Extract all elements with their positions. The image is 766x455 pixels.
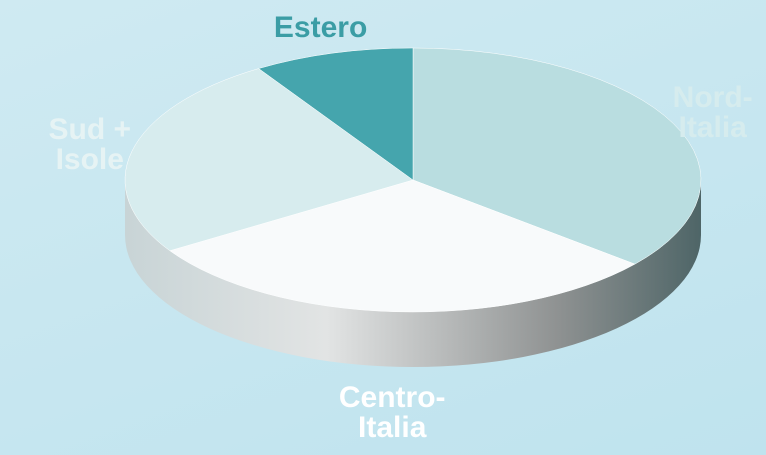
pie-slice: [258, 47, 414, 181]
pie-side: [125, 180, 701, 367]
slice-label: Sud + Isole: [48, 113, 132, 177]
pie-slice: [169, 179, 636, 313]
pie-slice: [412, 47, 702, 265]
slice-label: Estero: [273, 10, 368, 44]
slice-label: Nord-Italia: [672, 80, 753, 144]
slice-label: Centro-Italia: [338, 380, 446, 444]
pie-slice: [124, 68, 414, 252]
